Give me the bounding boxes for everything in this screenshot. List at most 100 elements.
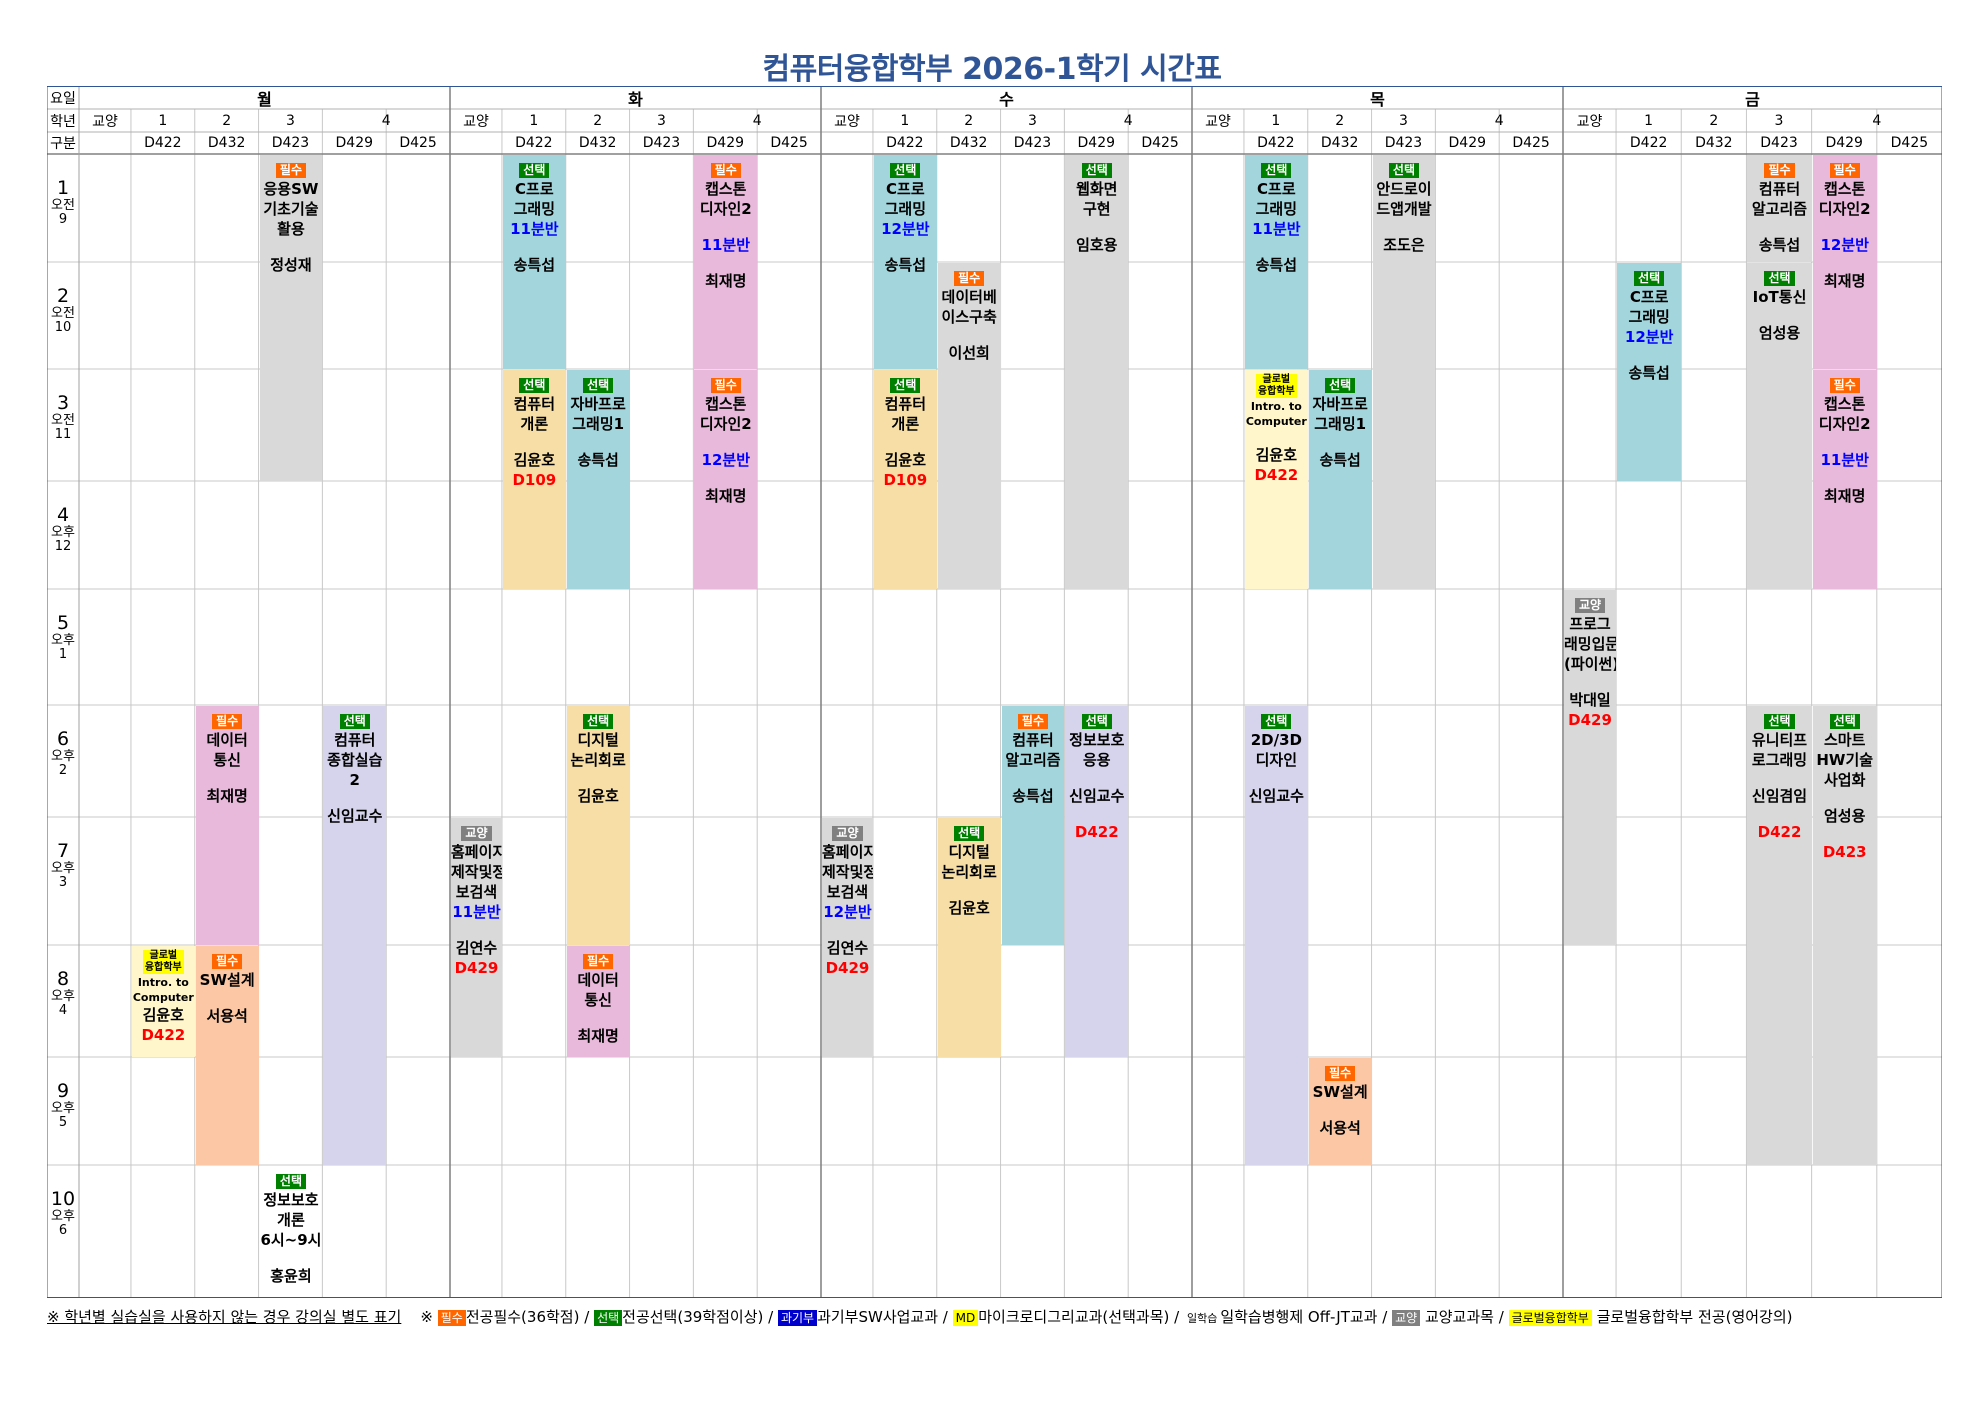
room-header: D429: [335, 135, 374, 151]
course-block[interactable]: 선택 안드로이 드앱개발 조도은: [1372, 155, 1436, 589]
course-block[interactable]: 선택 컴퓨터 개론 김윤호 D109: [502, 370, 566, 589]
course-type-badge: 필수: [1829, 378, 1860, 393]
course-text: 보검색: [455, 883, 498, 901]
legend-ilhak-text: 일학습병행제 Off-JT교과 /: [1220, 1308, 1388, 1326]
course-block[interactable]: 선택 자바프로 그래밍1 송특섭: [566, 370, 630, 589]
course-text: C프로: [1257, 180, 1296, 198]
course-text: 김연수: [826, 939, 869, 957]
course-block[interactable]: 글로벌 융합학부 Intro. to Computer 김윤호 D422: [1244, 370, 1308, 589]
course-type-badge: 교양: [1574, 598, 1606, 613]
period-number: 7: [56, 840, 70, 862]
course-text: 디지털: [577, 731, 619, 749]
period-time: 3: [58, 875, 68, 891]
course-block[interactable]: 필수 캡스톤 디자인2 11분반 최재명: [694, 155, 758, 369]
badge-line: 선택: [260, 1170, 323, 1190]
course-block[interactable]: 필수 데이터 통신 최재명: [195, 706, 259, 945]
badge-line: 선택: [1065, 710, 1128, 730]
course-text: 정보보호: [1069, 731, 1125, 749]
course-text: [323, 790, 386, 806]
course-text: 통신: [213, 751, 241, 769]
period-time: 12: [54, 539, 72, 555]
period-time: 오후: [51, 748, 75, 764]
course-text: 알고리즘: [1005, 751, 1061, 769]
period-time: 2: [58, 763, 68, 779]
grade-header: 1: [529, 112, 539, 129]
course-block[interactable]: 선택 2D/3D 디자인 신임교수: [1244, 706, 1308, 1165]
grade-header: 3: [1774, 112, 1784, 129]
course-room: D422: [141, 1026, 186, 1044]
course-text: 김윤호: [1255, 446, 1298, 464]
legend: ※ 학년별 실습실을 사용하지 않는 경우 강의실 별도 표기 ※ 필수 전공필수…: [47, 1306, 1947, 1327]
course-block[interactable]: 교양 홈페이지 제작및정 보검색 12분반 김연수 D429: [822, 818, 873, 1057]
course-block[interactable]: 선택 IoT통신 엄성용: [1747, 263, 1812, 589]
course-block[interactable]: 필수 컴퓨터 알고리즘 송특섭: [1747, 155, 1812, 262]
course-text: 이선희: [948, 344, 990, 362]
badge-line: 선택: [1813, 710, 1877, 730]
course-block[interactable]: 선택 정보보호 응용 신임교수 D422: [1065, 706, 1129, 1057]
period-label: 6 오후 2: [47, 729, 79, 778]
grade-header: 3: [1399, 112, 1408, 129]
badge-line: 필수: [694, 159, 757, 179]
course-block[interactable]: 선택 컴퓨터 종합실습 2 신임교수: [323, 706, 387, 1165]
course-text: 그래밍: [1628, 308, 1670, 326]
course-block[interactable]: 필수 SW설계 서용석: [195, 946, 259, 1165]
period-label: 3 오전 11: [47, 393, 79, 442]
course-text: [1813, 434, 1877, 450]
period-label: 4 오후 12: [47, 505, 79, 554]
course-text: [1747, 219, 1811, 235]
course-room: D429: [454, 959, 499, 977]
course-text: [1747, 806, 1811, 822]
course-text: [1617, 347, 1681, 363]
course-block[interactable]: 필수 응용SW 기초기술 활용 정성재: [259, 155, 323, 481]
period-label: 5 오후 1: [47, 613, 79, 662]
course-text: [694, 470, 757, 486]
room-header: D432: [1320, 135, 1359, 151]
course-block[interactable]: 선택 정보보호 개론 6시~9시 홍윤희: [260, 1166, 323, 1292]
course-block[interactable]: 선택 디지털 논리회로 김윤호: [566, 706, 630, 945]
period-number: 1: [56, 177, 70, 199]
course-text: [822, 922, 873, 938]
period-label: 1 오전 9: [47, 178, 79, 227]
course-block[interactable]: 선택 C프로 그래밍 12분반 송특섭: [873, 155, 937, 369]
course-text: 최재명: [705, 272, 747, 290]
period-label: 7 오후 3: [47, 841, 79, 890]
course-section: 12분반: [823, 903, 872, 921]
course-block[interactable]: 필수 캡스톤 디자인2 11분반 최재명: [1812, 370, 1877, 589]
course-block[interactable]: 필수 데이터베 이스구축 이선희: [937, 263, 1001, 589]
day-header: 수: [999, 89, 1014, 109]
period-number: 3: [56, 392, 70, 414]
course-block[interactable]: 필수 캡스톤 디자인2 12분반 최재명: [694, 370, 758, 589]
course-block[interactable]: 교양 프로그 래밍입문 (파이썬) 박대일 D429: [1564, 590, 1617, 945]
course-block[interactable]: 선택 C프로 그래밍 11분반 송특섭: [1244, 155, 1308, 369]
course-block[interactable]: 선택 C프로 그래밍 12분반 송특섭: [1617, 263, 1682, 481]
course-block[interactable]: 필수 캡스톤 디자인2 12분반 최재명: [1812, 155, 1877, 369]
grade-header: 교양: [463, 113, 489, 130]
course-block[interactable]: 글로벌 융합학부 Intro. to Computer 김윤호 D422: [131, 946, 195, 1057]
course-block[interactable]: 선택 유니티프 로그래밍 신임겸임 D422: [1747, 706, 1812, 1165]
period-time: 5: [58, 1115, 68, 1131]
badge-line: 필수: [260, 159, 323, 179]
legend-elective-badge: 선택: [594, 1310, 623, 1326]
course-block[interactable]: 필수 데이터 통신 최재명: [566, 946, 630, 1057]
course-text: [1813, 790, 1877, 806]
course-section: 11분반: [510, 220, 559, 238]
course-block[interactable]: 선택 C프로 그래밍 11분반 송특섭: [502, 155, 566, 369]
course-block[interactable]: 교양 홈페이지 제작및정 보검색 11분반 김연수 D429: [451, 818, 502, 1057]
period-number: 5: [56, 612, 70, 634]
course-block[interactable]: 선택 컴퓨터 개론 김윤호 D109: [873, 370, 937, 589]
course-block[interactable]: 필수 SW설계 서용석: [1308, 1058, 1372, 1165]
course-type-badge: 선택: [1081, 163, 1112, 178]
course-text: 그래밍: [513, 200, 556, 218]
course-text: 최재명: [705, 487, 747, 505]
course-block[interactable]: 필수 컴퓨터 알고리즘 송특섭: [1001, 706, 1065, 945]
timetable-grid: 요일 학년 구분 월 교양 1 2 3 4 D422 D432 D423 D429 D425 화 교양 1 2 3 4…: [47, 86, 1942, 1298]
course-text: 디자인: [1255, 751, 1298, 769]
badge-line: 선택: [874, 159, 937, 179]
course-text: [567, 1010, 630, 1026]
course-type-badge: 글로벌 융합학부: [1255, 374, 1297, 398]
course-block[interactable]: 선택 스마트 HW기술 사업화 엄성용 D423: [1812, 706, 1877, 1165]
course-block[interactable]: 선택 웹화면 구현 임호용: [1065, 155, 1129, 589]
course-block[interactable]: 선택 디지털 논리회로 김윤호: [937, 818, 1001, 1057]
course-text: 최재명: [206, 787, 248, 805]
course-block[interactable]: 선택 자바프로 그래밍1 송특섭: [1308, 370, 1372, 589]
